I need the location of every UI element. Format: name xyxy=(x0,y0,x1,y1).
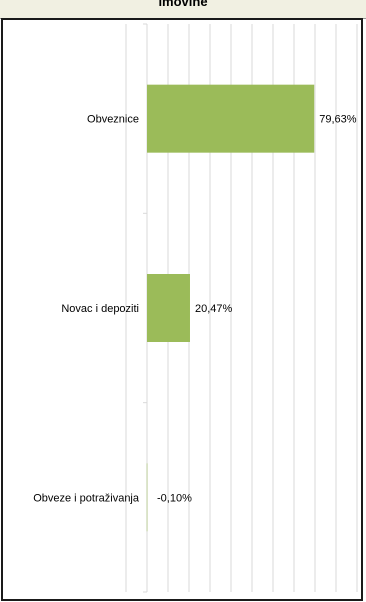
bar-1 xyxy=(147,274,190,342)
data-label-2: -0,10% xyxy=(157,492,192,504)
data-label-0: 79,63% xyxy=(319,114,357,126)
category-label-2: Obveze i potraživanja xyxy=(33,492,140,504)
bar-2 xyxy=(146,463,148,532)
bar-0 xyxy=(147,84,315,153)
chart-title: imovine xyxy=(158,0,208,9)
category-label-1: Novac i depoziti xyxy=(61,303,139,315)
data-label-1: 20,47% xyxy=(195,303,233,315)
category-label-0: Obveznice xyxy=(87,114,139,126)
